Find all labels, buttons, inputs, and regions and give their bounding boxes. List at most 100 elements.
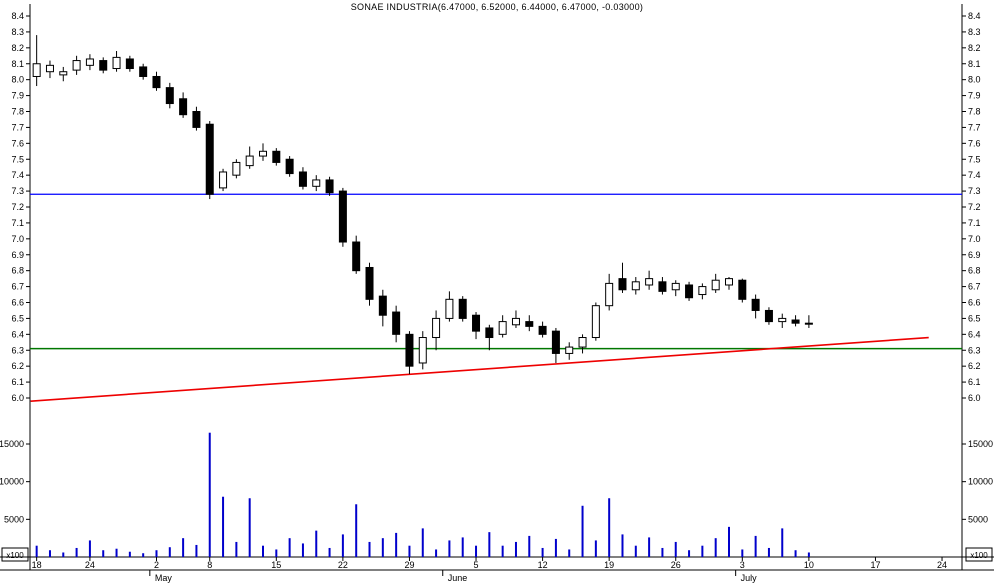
volume-unit-label-right: x100 xyxy=(970,551,988,560)
candle xyxy=(591,302,600,341)
price-tick-label-right: 7.1 xyxy=(968,218,981,228)
candle xyxy=(631,277,640,295)
volume-bar xyxy=(594,540,597,557)
candle xyxy=(778,313,787,328)
volume-bar xyxy=(568,549,571,557)
volume-bar xyxy=(554,538,557,557)
volume-bar xyxy=(608,498,611,557)
volume-bar xyxy=(448,540,451,557)
day-tick-label: 5 xyxy=(474,560,479,570)
price-tick-label-left: 6.7 xyxy=(11,282,24,292)
volume-bar xyxy=(142,553,145,557)
volume-tick-label-right: 10000 xyxy=(968,477,993,487)
day-tick-label: 18 xyxy=(32,560,42,570)
overlay-lines xyxy=(30,193,962,402)
price-tick-label-right: 6.8 xyxy=(968,266,981,276)
volume-bar xyxy=(648,537,651,557)
candle xyxy=(365,262,374,306)
candle xyxy=(59,66,68,82)
volume-bar xyxy=(421,528,424,557)
candle xyxy=(485,324,494,351)
chart-title: SONAE INDUSTRIA(6.47000, 6.52000, 6.4400… xyxy=(350,2,644,12)
candle xyxy=(685,281,694,301)
price-tick-label-left: 6.1 xyxy=(11,377,24,387)
candle xyxy=(272,148,281,166)
price-tick-label-right: 6.4 xyxy=(968,329,981,339)
candle xyxy=(791,315,800,327)
price-tick-label-right: 6.1 xyxy=(968,377,981,387)
candle xyxy=(352,235,361,274)
day-tick-label: 24 xyxy=(937,560,947,570)
volume-bar xyxy=(328,547,331,557)
price-tick-label-right: 7.2 xyxy=(968,202,981,212)
volume-bar xyxy=(501,545,504,557)
candle xyxy=(259,143,267,161)
volume-bar xyxy=(88,540,91,557)
candle xyxy=(804,315,813,328)
price-tick-label-left: 6.9 xyxy=(11,250,24,260)
price-tick-label-right: 6.3 xyxy=(968,345,981,355)
price-tick-label-left: 7.9 xyxy=(11,91,24,101)
volume-axis: 15000 15000 10000 10000 5000 5000 xyxy=(0,439,993,524)
volume-tick-label-left: 5000 xyxy=(4,514,24,524)
volume-bar xyxy=(781,528,784,557)
price-tick-label-left: 6.4 xyxy=(11,329,24,339)
candle xyxy=(551,327,560,363)
volume-bar xyxy=(634,545,637,557)
candle xyxy=(432,310,441,351)
volume-unit-label-left: x100 xyxy=(6,551,24,560)
candle xyxy=(72,55,81,75)
volume-bar xyxy=(168,547,171,557)
candle xyxy=(418,331,427,370)
candle xyxy=(205,121,214,200)
price-tick-label-right: 7.5 xyxy=(968,154,981,164)
candle xyxy=(738,278,747,303)
volume-bar xyxy=(714,538,717,557)
volume-bar xyxy=(48,550,51,557)
candle xyxy=(85,54,94,71)
candle xyxy=(605,273,614,311)
candle xyxy=(711,273,720,293)
volume-bar xyxy=(728,526,730,557)
price-tick-label-right: 6.7 xyxy=(968,282,981,292)
price-tick-label-left: 6.3 xyxy=(11,345,24,355)
volume-bar xyxy=(248,498,251,557)
volume-unit-labels: x100 x100 xyxy=(1,547,993,562)
candle xyxy=(698,283,707,300)
price-axis: 8.4 8.4 8.3 8.3 8.2 8.2 8.1 8.1 8.0 8.0 7.9 7.9 7.8 7… xyxy=(11,11,980,403)
volume-bar xyxy=(688,550,691,557)
volume-bar xyxy=(301,543,304,557)
price-tick-label-left: 8.2 xyxy=(11,43,24,53)
volume-tick-label-left: 15000 xyxy=(0,439,24,449)
volume-bar xyxy=(461,537,464,557)
candle xyxy=(378,289,387,327)
price-tick-label-right: 6.2 xyxy=(968,361,981,371)
volume-bar xyxy=(514,541,517,557)
candle xyxy=(192,106,201,131)
price-tick-label-left: 7.0 xyxy=(11,234,24,244)
volume-bar xyxy=(581,505,584,557)
price-tick-label-right: 8.0 xyxy=(968,75,981,85)
candle xyxy=(751,294,760,319)
price-tick-label-right: 7.8 xyxy=(968,107,981,117)
volume-bar xyxy=(128,551,131,557)
volume-bar xyxy=(115,548,118,557)
price-tick-label-left: 7.1 xyxy=(11,218,24,228)
price-tick-label-left: 7.3 xyxy=(11,186,24,196)
price-tick-label-left: 8.3 xyxy=(11,27,24,37)
month-label: July xyxy=(741,573,758,583)
volume-tick-label-left: 10000 xyxy=(0,477,24,487)
price-tick-label-left: 7.8 xyxy=(11,107,24,117)
volume-bar xyxy=(235,541,238,557)
volume-bar xyxy=(275,549,278,557)
price-tick-label-left: 7.2 xyxy=(11,202,24,212)
month-label: May xyxy=(155,573,173,583)
price-tick-label-right: 7.7 xyxy=(968,122,981,132)
price-tick-label-right: 7.9 xyxy=(968,91,981,101)
volume-bar xyxy=(35,545,38,557)
candle xyxy=(392,305,401,343)
volume-bar xyxy=(288,538,291,557)
day-tick-label: 2 xyxy=(154,560,159,570)
